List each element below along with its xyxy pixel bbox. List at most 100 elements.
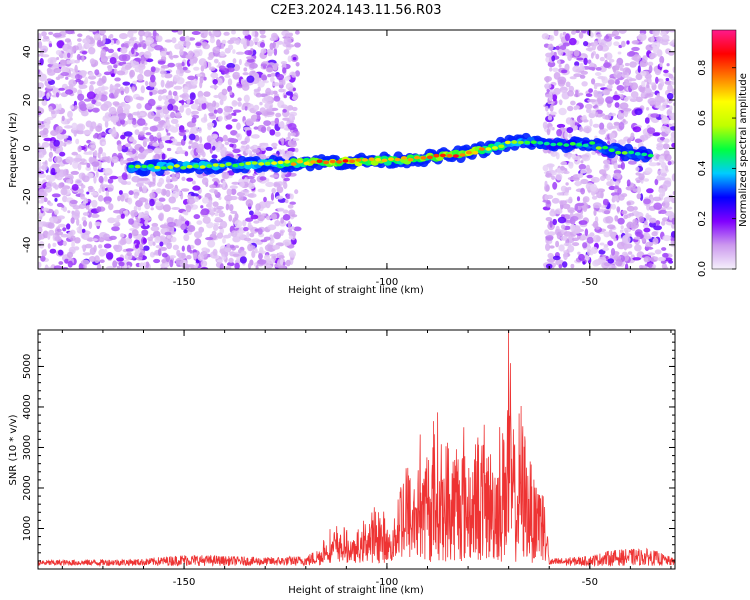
noise-speck [213,109,218,114]
noise-speck [240,140,248,145]
noise-speck [272,90,278,95]
noise-speck [98,248,106,257]
noise-speck [224,250,229,257]
noise-speck [573,105,578,111]
noise-speck [564,63,570,72]
noise-speck [142,237,147,244]
noise-speck [100,184,110,188]
spectrogram-y-tick-label: 0 [22,145,33,151]
noise-speck [541,33,550,40]
noise-speck [275,195,284,200]
noise-speck [189,130,197,134]
noise-speck [149,198,155,207]
colorbar-gradient [711,29,737,270]
noise-speck [200,65,205,72]
noise-speck [271,82,280,87]
noise-speck [82,38,91,44]
noise-speck [216,259,224,263]
noise-speck [603,62,611,68]
noise-speck [549,111,557,116]
noise-speck [666,92,674,100]
noise-speck [270,213,278,220]
noise-speck [197,254,204,261]
noise-speck [240,38,248,45]
noise-speck [49,216,58,224]
noise-speck [246,129,252,137]
noise-speck [103,101,112,108]
noise-speck [214,212,219,217]
noise-speck [278,255,285,259]
noise-speck [555,240,560,248]
noise-speck [56,56,60,61]
noise-speck [560,235,568,241]
noise-speck [604,114,612,120]
noise-speck [76,53,81,61]
noise-speck [652,132,661,137]
noise-speck [89,84,94,93]
noise-speck [671,88,675,96]
noise-speck [229,143,234,148]
noise-speck [48,43,53,48]
noise-speck [605,96,614,104]
noise-speck [166,132,171,136]
noise-speck [175,257,184,265]
noise-speck [181,188,190,192]
noise-speck [245,118,254,126]
noise-speck [273,183,281,188]
noise-speck [589,232,595,237]
ridge-core [199,165,206,169]
noise-speck [627,251,633,255]
noise-speck [62,206,67,212]
noise-speck [593,40,599,47]
noise-speck [97,195,104,202]
noise-speck [98,244,103,249]
noise-speck [243,126,252,131]
noise-speck [166,235,171,239]
noise-speck [88,72,94,77]
noise-speck [103,248,108,255]
noise-speck [38,261,42,269]
noise-speck [209,184,216,189]
noise-speck [558,244,565,252]
noise-speck [612,172,622,180]
noise-speck [591,195,598,200]
noise-speck [646,107,650,111]
ridge-core [206,164,213,168]
noise-speck [240,189,250,194]
noise-speck [253,220,260,224]
ridge-core [388,157,394,161]
noise-speck [282,78,286,86]
noise-speck [545,173,553,178]
noise-speck [573,73,582,78]
noise-speck [632,54,642,62]
noise-speck [38,82,44,89]
noise-speck [257,228,263,235]
noise-speck [228,214,233,222]
noise-speck [191,117,197,124]
noise-speck [81,110,89,117]
noise-speck [622,251,628,256]
snr-series-line [38,330,675,567]
noise-speck [668,74,674,79]
noise-speck [166,119,170,127]
ridge-core [426,155,433,160]
noise-speck [142,126,146,133]
noise-speck [224,141,230,146]
noise-speck [42,127,49,135]
noise-speck [203,91,211,97]
noise-speck [38,111,42,115]
noise-speck [38,233,42,241]
noise-speck [67,110,73,118]
noise-speck [656,143,664,148]
noise-speck [595,111,599,118]
noise-speck [128,232,133,239]
noise-speck [661,263,667,269]
noise-speck [636,179,641,184]
noise-speck [186,98,191,105]
noise-speck [203,76,207,81]
noise-speck [598,129,606,135]
noise-speck [659,62,663,68]
noise-speck [280,217,285,224]
noise-speck [88,150,93,155]
noise-speck [603,210,611,215]
